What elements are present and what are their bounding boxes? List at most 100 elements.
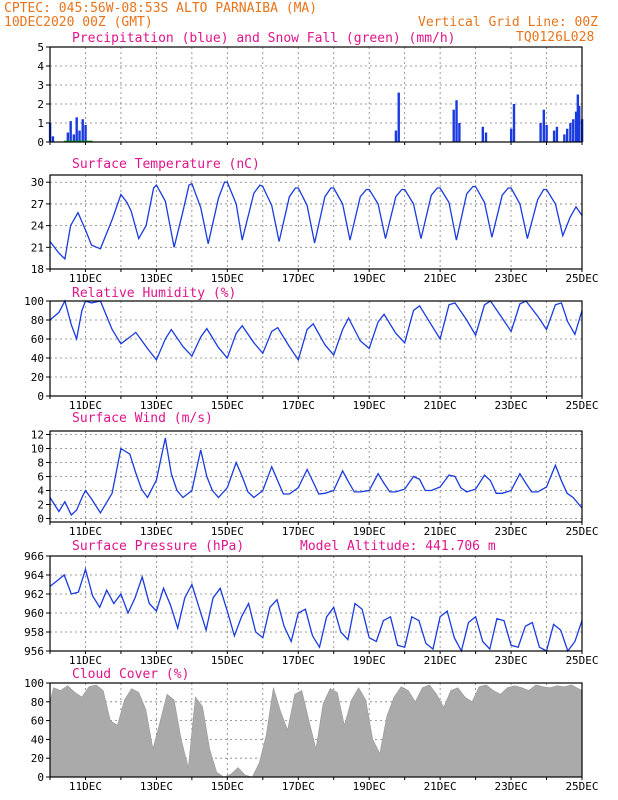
precip-bar xyxy=(542,109,545,142)
y-tick-label: 2 xyxy=(37,98,44,111)
x-tick-label: 11DEC xyxy=(69,525,102,538)
x-tick-label: 13DEC xyxy=(140,399,173,412)
x-tick-label: 21DEC xyxy=(424,272,457,285)
x-tick-label: 15DEC xyxy=(211,654,244,667)
panel-4: 966 964 962 960 958 956 11DEC 13DEC 15DEC 17DEC 19… xyxy=(24,539,598,667)
series-line xyxy=(49,299,583,362)
y-tick-label: 958 xyxy=(24,626,44,639)
y-tick-label: 964 xyxy=(24,569,44,582)
panel-frame xyxy=(49,555,583,652)
y-tick-label: 4 xyxy=(37,60,44,73)
y-tick-label: 40 xyxy=(31,352,44,365)
x-tick-label: 11DEC xyxy=(69,272,102,285)
x-tick-label: 15DEC xyxy=(211,525,244,538)
x-tick-label: 13DEC xyxy=(140,780,173,793)
panel-title: Relative Humidity (%) xyxy=(72,286,236,301)
precip-bar xyxy=(481,126,484,142)
x-tick-label: 21DEC xyxy=(424,399,457,412)
x-tick-label: 11DEC xyxy=(69,780,102,793)
precip-bar xyxy=(394,130,398,142)
precip-bar xyxy=(539,123,542,142)
series-line xyxy=(49,566,583,653)
y-tick-label: 10 xyxy=(31,443,44,456)
y-tick-label: 1 xyxy=(37,117,44,130)
x-tick-label: 13DEC xyxy=(140,654,173,667)
x-tick-label: 23DEC xyxy=(495,272,528,285)
y-tick-label: 0 xyxy=(37,390,44,403)
x-tick-label: 19DEC xyxy=(353,780,386,793)
precip-bar xyxy=(576,94,580,142)
precip-bar xyxy=(512,104,516,142)
x-tick-label: 15DEC xyxy=(211,780,244,793)
panel-frame xyxy=(49,682,583,778)
precip-bar xyxy=(78,130,81,142)
y-tick-label: 0 xyxy=(37,771,44,784)
precip-bar xyxy=(72,134,76,142)
y-tick-label: 20 xyxy=(31,752,44,765)
panel-2: 100 80 60 40 20 0 11DEC 13DEC 15DEC 17DEC 19DEC 21D… xyxy=(24,286,598,412)
x-tick-label: 21DEC xyxy=(424,654,457,667)
precip-bar xyxy=(458,123,461,142)
x-tick-label: 17DEC xyxy=(282,525,315,538)
x-tick-label: 13DEC xyxy=(140,525,173,538)
y-tick-label: 6 xyxy=(37,471,44,484)
precip-bar xyxy=(509,128,513,142)
init-time-label: 10DEC2020 00Z (GMT) xyxy=(4,15,153,30)
precip-bar xyxy=(397,92,400,142)
y-tick-label: 100 xyxy=(24,677,44,690)
panel-0: 5 4 3 2 1 0 Precipitation (blue) and Snow Fall… xyxy=(37,31,584,149)
y-tick-label: 40 xyxy=(31,733,44,746)
panel-title: Precipitation (blue) and Snow Fall (gree… xyxy=(72,31,456,46)
precip-bar xyxy=(84,124,87,142)
y-tick-label: 2 xyxy=(37,499,44,512)
x-tick-label: 23DEC xyxy=(495,525,528,538)
x-tick-label: 19DEC xyxy=(353,399,386,412)
x-tick-label: 23DEC xyxy=(495,654,528,667)
precip-bar xyxy=(452,109,455,142)
y-tick-label: 5 xyxy=(37,41,44,54)
precip-bar xyxy=(545,124,548,142)
y-tick-label: 4 xyxy=(37,485,44,498)
precip-bar xyxy=(569,123,572,142)
y-tick-label: 80 xyxy=(31,314,44,327)
precip-bar xyxy=(578,105,581,142)
x-tick-label: 21DEC xyxy=(424,525,457,538)
x-tick-label: 19DEC xyxy=(353,272,386,285)
y-tick-label: 0 xyxy=(37,136,44,149)
x-tick-label: 17DEC xyxy=(282,399,315,412)
y-tick-label: 0 xyxy=(37,513,44,526)
y-tick-label: 20 xyxy=(31,371,44,384)
y-tick-label: 21 xyxy=(31,241,44,254)
series-line xyxy=(49,437,583,517)
y-tick-label: 60 xyxy=(31,333,44,346)
panel-title: Surface Wind (m/s) xyxy=(72,411,213,426)
precip-bar xyxy=(563,134,566,142)
x-tick-label: 25DEC xyxy=(565,399,598,412)
precip-bar xyxy=(574,111,578,142)
y-tick-label: 80 xyxy=(31,696,44,709)
x-tick-label: 25DEC xyxy=(565,780,598,793)
precip-bar xyxy=(484,132,488,142)
panel-title: Surface Temperature (nC) xyxy=(72,157,260,172)
x-tick-label: 19DEC xyxy=(353,525,386,538)
precip-bar xyxy=(81,119,84,142)
panel-1: 30 27 24 21 18 11DEC 13DEC 15DEC 17DEC 19DEC 21DEC… xyxy=(31,157,599,285)
y-tick-label: 956 xyxy=(24,645,44,658)
panel-subtitle: Model Altitude: 441.706 m xyxy=(300,539,496,554)
x-tick-label: 11DEC xyxy=(69,654,102,667)
y-tick-label: 60 xyxy=(31,715,44,728)
grid-note-label: Vertical Grid Line: 00Z xyxy=(418,15,598,30)
x-tick-label: 11DEC xyxy=(69,399,102,412)
x-tick-label: 15DEC xyxy=(211,272,244,285)
y-tick-label: 18 xyxy=(31,263,44,276)
x-tick-label: 17DEC xyxy=(282,654,315,667)
y-tick-label: 962 xyxy=(24,588,44,601)
precip-bar xyxy=(555,126,559,142)
y-tick-label: 3 xyxy=(37,79,44,92)
panel-title: Cloud Cover (%) xyxy=(72,667,189,682)
y-tick-label: 8 xyxy=(37,457,44,470)
y-tick-label: 966 xyxy=(24,550,44,563)
x-tick-label: 15DEC xyxy=(211,399,244,412)
panel-frame xyxy=(49,300,583,397)
